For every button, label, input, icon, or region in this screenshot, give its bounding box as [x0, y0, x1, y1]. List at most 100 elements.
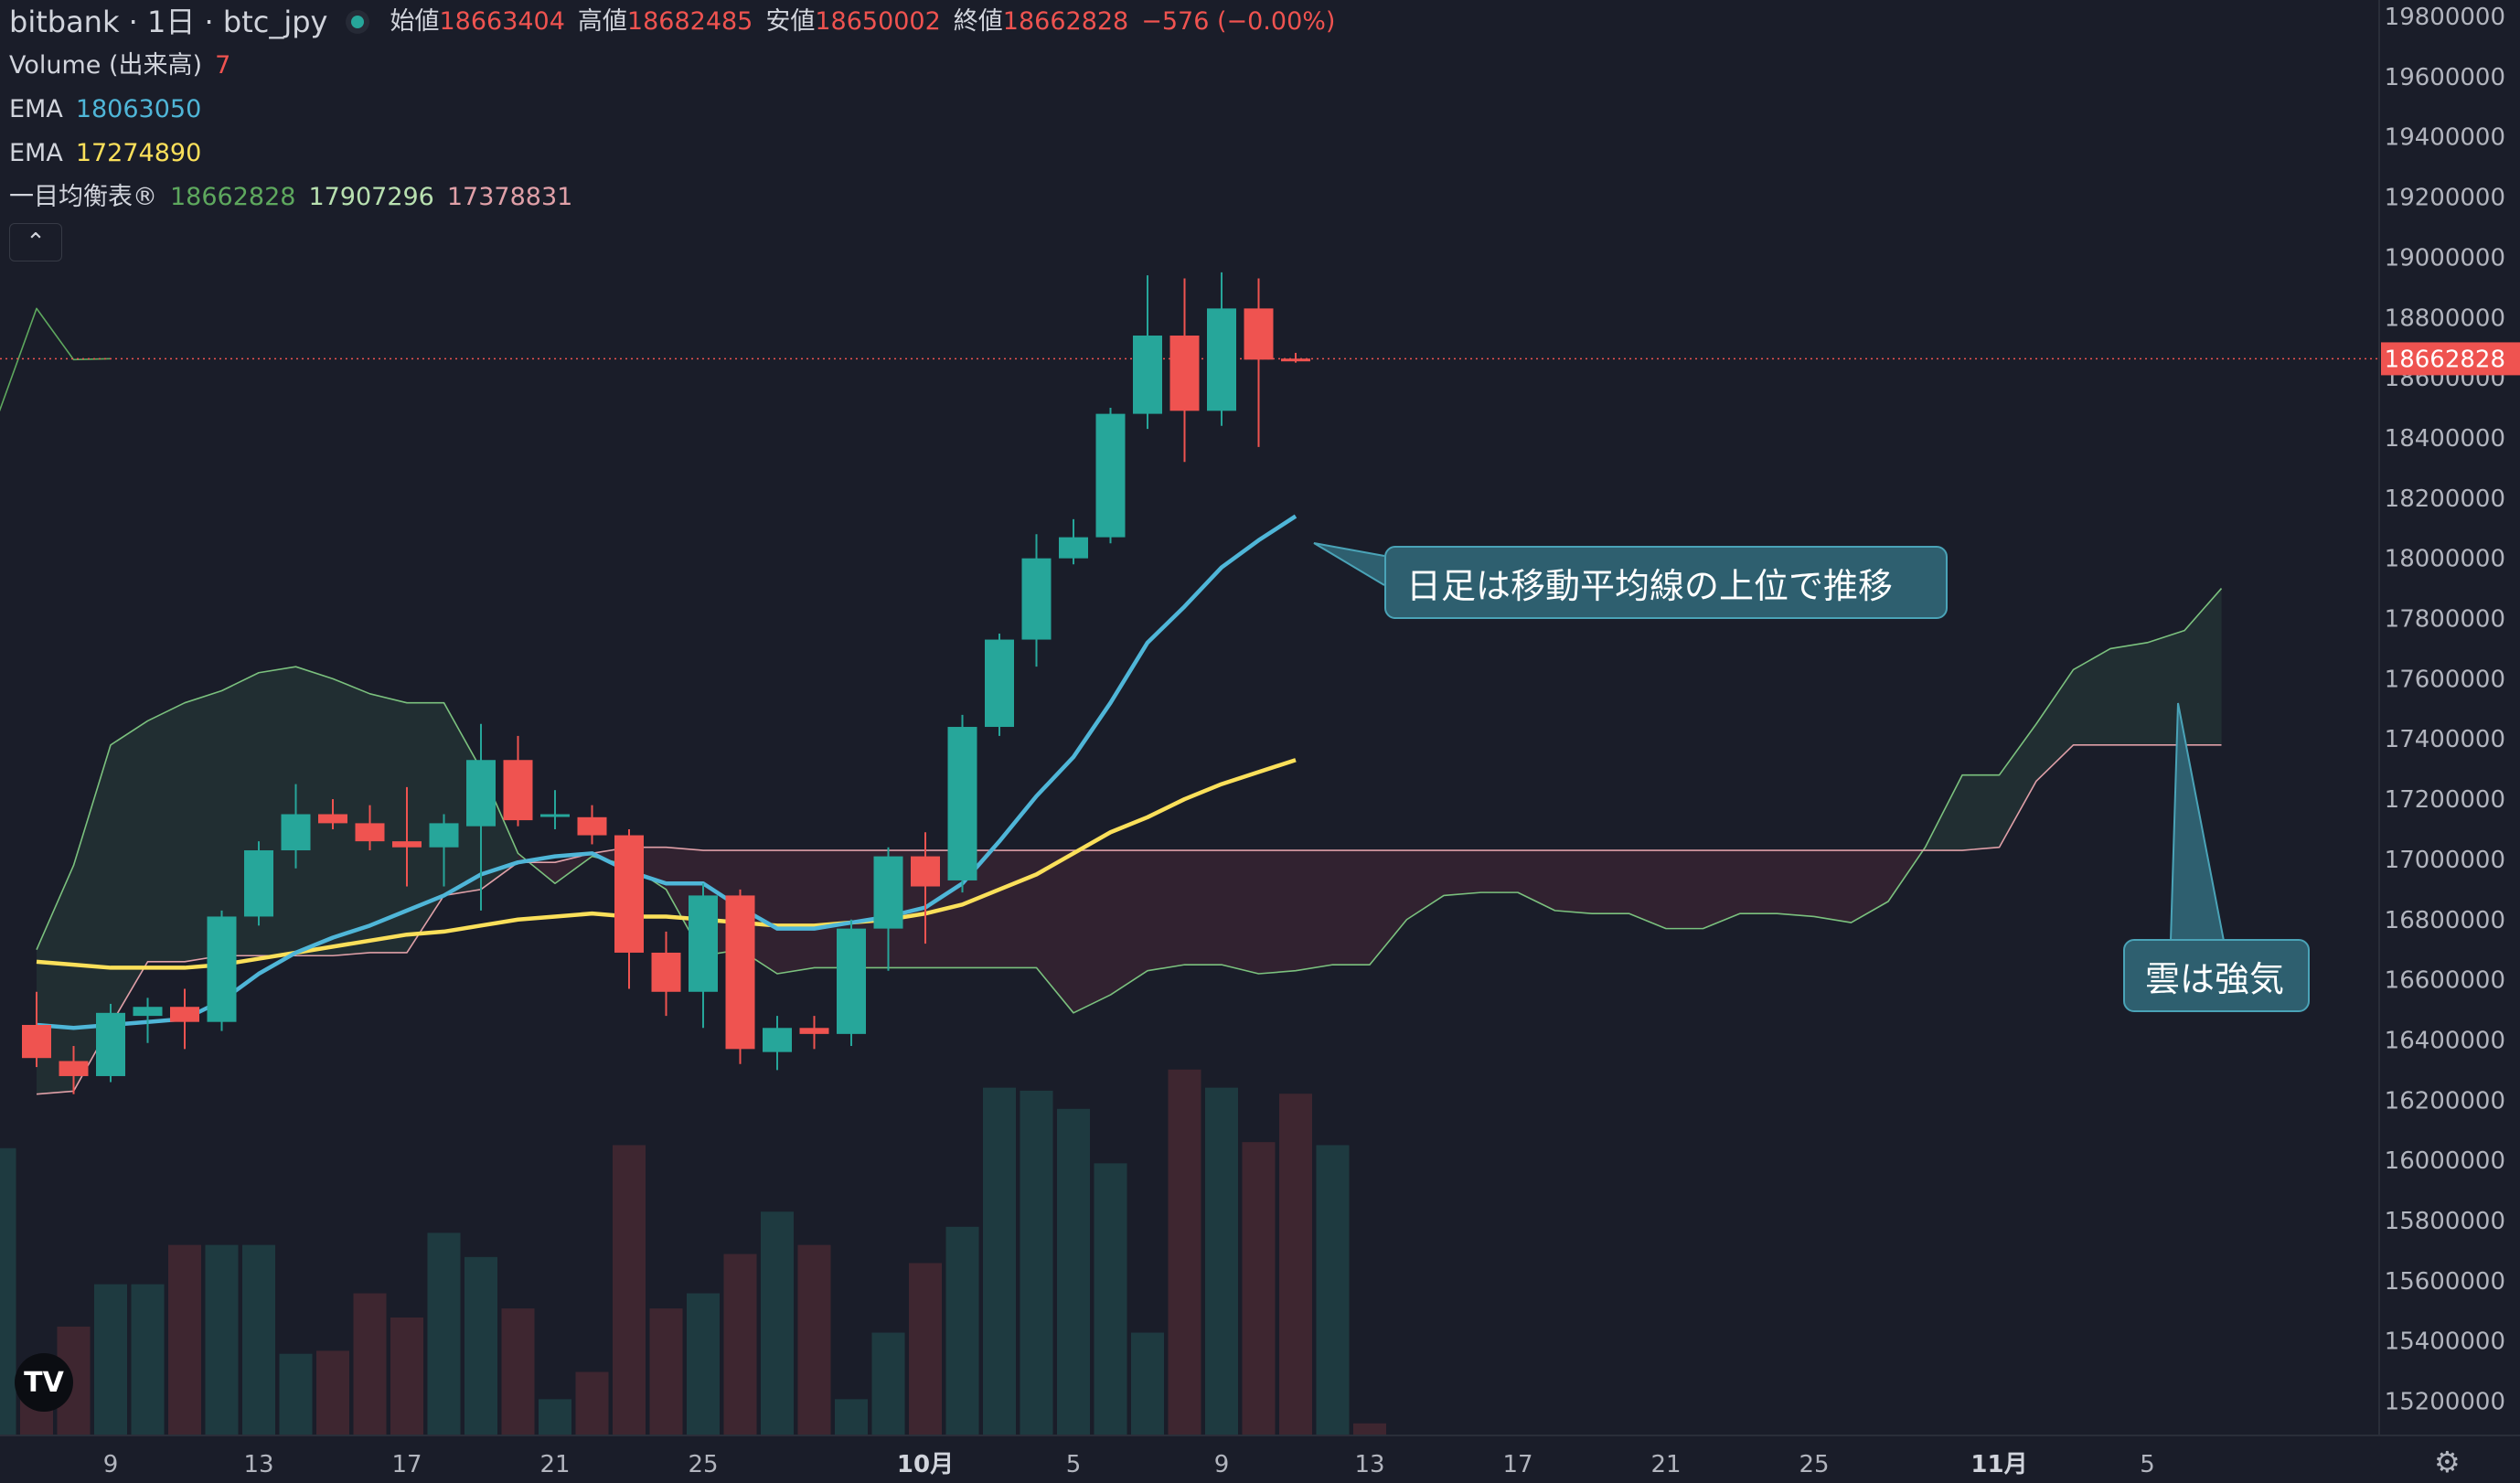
candle-body [911, 856, 940, 887]
cloud-segment [999, 850, 1037, 968]
cloud-segment [2184, 588, 2222, 745]
price-tick-label: 17000000 [2385, 847, 2505, 874]
cloud-segment [1740, 850, 1778, 914]
cloud-segment [1518, 850, 1555, 911]
cloud-segment [1777, 850, 1814, 917]
open-label: 始値 [390, 7, 440, 36]
cloud-callout-pointer [2171, 703, 2224, 941]
cloud-segment [147, 702, 185, 962]
collapse-legend-button[interactable]: ⌃ [9, 223, 62, 261]
senkou-span-b [36, 743, 2222, 1095]
volume-bar [723, 1254, 757, 1435]
candle-body [503, 760, 533, 821]
volume-bar [168, 1244, 201, 1435]
cloud-segment [1592, 850, 1629, 914]
time-tick-label: 17 [391, 1451, 422, 1478]
volume-bar [464, 1256, 497, 1435]
cloud-segment [1703, 850, 1740, 929]
candle-body [59, 1061, 89, 1076]
ichimoku-value-2: 17907296 [308, 183, 434, 211]
candle-body [947, 727, 977, 880]
volume-bar [613, 1145, 646, 1435]
cloud-segment [1110, 850, 1148, 996]
cloud-segment [2147, 630, 2184, 745]
cloud-segment [1222, 850, 1259, 975]
candle-body [281, 814, 311, 851]
gear-icon[interactable]: ⚙ [2434, 1445, 2461, 1479]
volume-bar [575, 1371, 609, 1435]
candle-body [985, 639, 1014, 728]
candle-body [873, 856, 903, 929]
cloud-segment [1332, 850, 1370, 966]
price-tick-label: 19400000 [2385, 124, 2505, 152]
time-tick-label: 5 [1066, 1451, 1082, 1478]
price-tick-label: 16200000 [2385, 1087, 2505, 1115]
cloud-segment [1814, 850, 1852, 923]
candle-body [689, 895, 718, 992]
market-status-icon [346, 10, 370, 34]
cloud-segment [1073, 850, 1111, 1013]
volume-bar [871, 1332, 905, 1435]
price-tick-label: 15800000 [2385, 1208, 2505, 1235]
volume-bar [316, 1350, 349, 1435]
volume-value: 7 [215, 51, 231, 80]
close-value: 18662828 [1002, 7, 1129, 36]
price-tick-label: 15400000 [2385, 1328, 2505, 1356]
price-tick-label: 19000000 [2385, 244, 2505, 272]
volume-bar [205, 1244, 239, 1435]
time-tick-label: 21 [539, 1451, 570, 1478]
candle-body [466, 760, 496, 827]
tradingview-logo[interactable]: TV [15, 1353, 73, 1412]
cloud-callout-text: 雲は強気 [2145, 958, 2285, 999]
price-tick-label: 17800000 [2385, 606, 2505, 634]
volume-bar [945, 1226, 979, 1435]
cloud-segment [1296, 850, 1333, 971]
cloud-segment [1370, 850, 1407, 966]
cloud-segment [333, 678, 370, 956]
volume-bar [1020, 1090, 1053, 1435]
volume-bar [1316, 1145, 1350, 1435]
price-tick-label: 16600000 [2385, 967, 2505, 995]
candle-body [1095, 413, 1126, 538]
candle-body [540, 814, 570, 817]
volume-bar [501, 1308, 535, 1435]
candle-body [614, 835, 644, 953]
ema-fast-legend[interactable]: EMA 18063050 [9, 88, 1348, 132]
cloud-segment [37, 865, 74, 1094]
chikou-span [0, 307, 112, 411]
time-tick-label: 9 [103, 1451, 119, 1478]
candle-body [577, 816, 607, 836]
volume-bar [1205, 1087, 1238, 1435]
volume-bar [835, 1399, 868, 1435]
cloud-segment [73, 744, 111, 1092]
volume-bar [687, 1293, 720, 1435]
price-tick-label: 15200000 [2385, 1389, 2505, 1416]
price-axis-bg [2379, 0, 2520, 1483]
candle-body [355, 823, 385, 842]
time-tick-label: 10月 [897, 1451, 954, 1478]
indicator-lines [0, 307, 2379, 1095]
time-tick-label: 21 [1650, 1451, 1681, 1478]
volume-bar [0, 1147, 16, 1435]
cloud-callout-pointer-edge [2170, 702, 2225, 942]
candles-layer [22, 272, 1310, 1094]
ichimoku-label: 一目均衡表® [9, 183, 157, 211]
volume-bar [1168, 1069, 1201, 1435]
symbol-title[interactable]: bitbank · 1日 · btc_jpy [9, 5, 328, 39]
cloud-segment [1036, 850, 1073, 1013]
cloud-segment [1666, 850, 1703, 929]
cloud-segment [407, 702, 444, 953]
volume-legend[interactable]: Volume (出来高) 7 [9, 44, 1348, 88]
cloud-segment [111, 720, 148, 1025]
volume-layer [0, 1069, 1386, 1435]
ichimoku-legend[interactable]: 一目均衡表® 18662828 17907296 17378831 [9, 176, 1348, 219]
price-tick-label: 19200000 [2385, 185, 2505, 212]
ema-slow-legend[interactable]: EMA 17274890 [9, 132, 1348, 176]
price-tick-label: 18200000 [2385, 485, 2505, 513]
ichimoku-value-3: 17378831 [446, 183, 573, 211]
candle-body [392, 841, 422, 848]
candle-body [244, 850, 273, 917]
cloud-segment [369, 693, 407, 953]
time-tick-label: 13 [1354, 1451, 1384, 1478]
